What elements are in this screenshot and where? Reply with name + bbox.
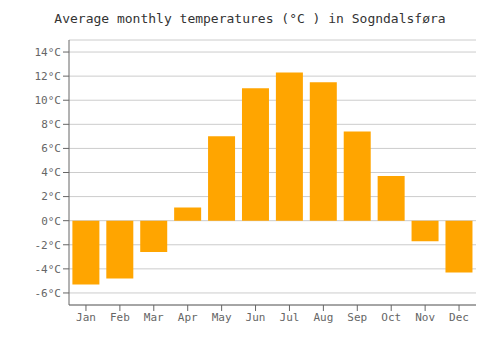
svg-text:Oct: Oct xyxy=(381,311,401,324)
svg-text:2°C: 2°C xyxy=(41,190,61,203)
html-text:Average monthly temperatures (: Average monthly temperatures (°C ) in So… xyxy=(54,11,446,26)
svg-text:-4°C: -4°C xyxy=(35,263,62,276)
svg-text:-2°C: -2°C xyxy=(35,239,62,252)
svg-text:12°C: 12°C xyxy=(35,70,62,83)
svg-text:Feb: Feb xyxy=(110,311,130,324)
svg-text:-6°C: -6°C xyxy=(35,287,62,300)
svg-text:6°C: 6°C xyxy=(41,142,61,155)
svg-text:4°C: 4°C xyxy=(41,166,61,179)
svg-text:May: May xyxy=(212,311,232,324)
svg-text:Mar: Mar xyxy=(144,311,164,324)
svg-text:Aug: Aug xyxy=(313,311,333,324)
svg-text:Jul: Jul xyxy=(280,311,300,324)
svg-text:Sep: Sep xyxy=(347,311,367,324)
svg-text:Nov: Nov xyxy=(415,311,435,324)
svg-text:Apr: Apr xyxy=(178,311,198,324)
svg-text:8°C: 8°C xyxy=(41,118,61,131)
svg-text:10°C: 10°C xyxy=(35,94,62,107)
svg-text:0°C: 0°C xyxy=(41,215,61,228)
svg-text:Dec: Dec xyxy=(449,311,469,324)
svg-text:14°C: 14°C xyxy=(35,46,62,59)
svg-text:Jan: Jan xyxy=(76,311,96,324)
svg-text:Jun: Jun xyxy=(246,311,266,324)
